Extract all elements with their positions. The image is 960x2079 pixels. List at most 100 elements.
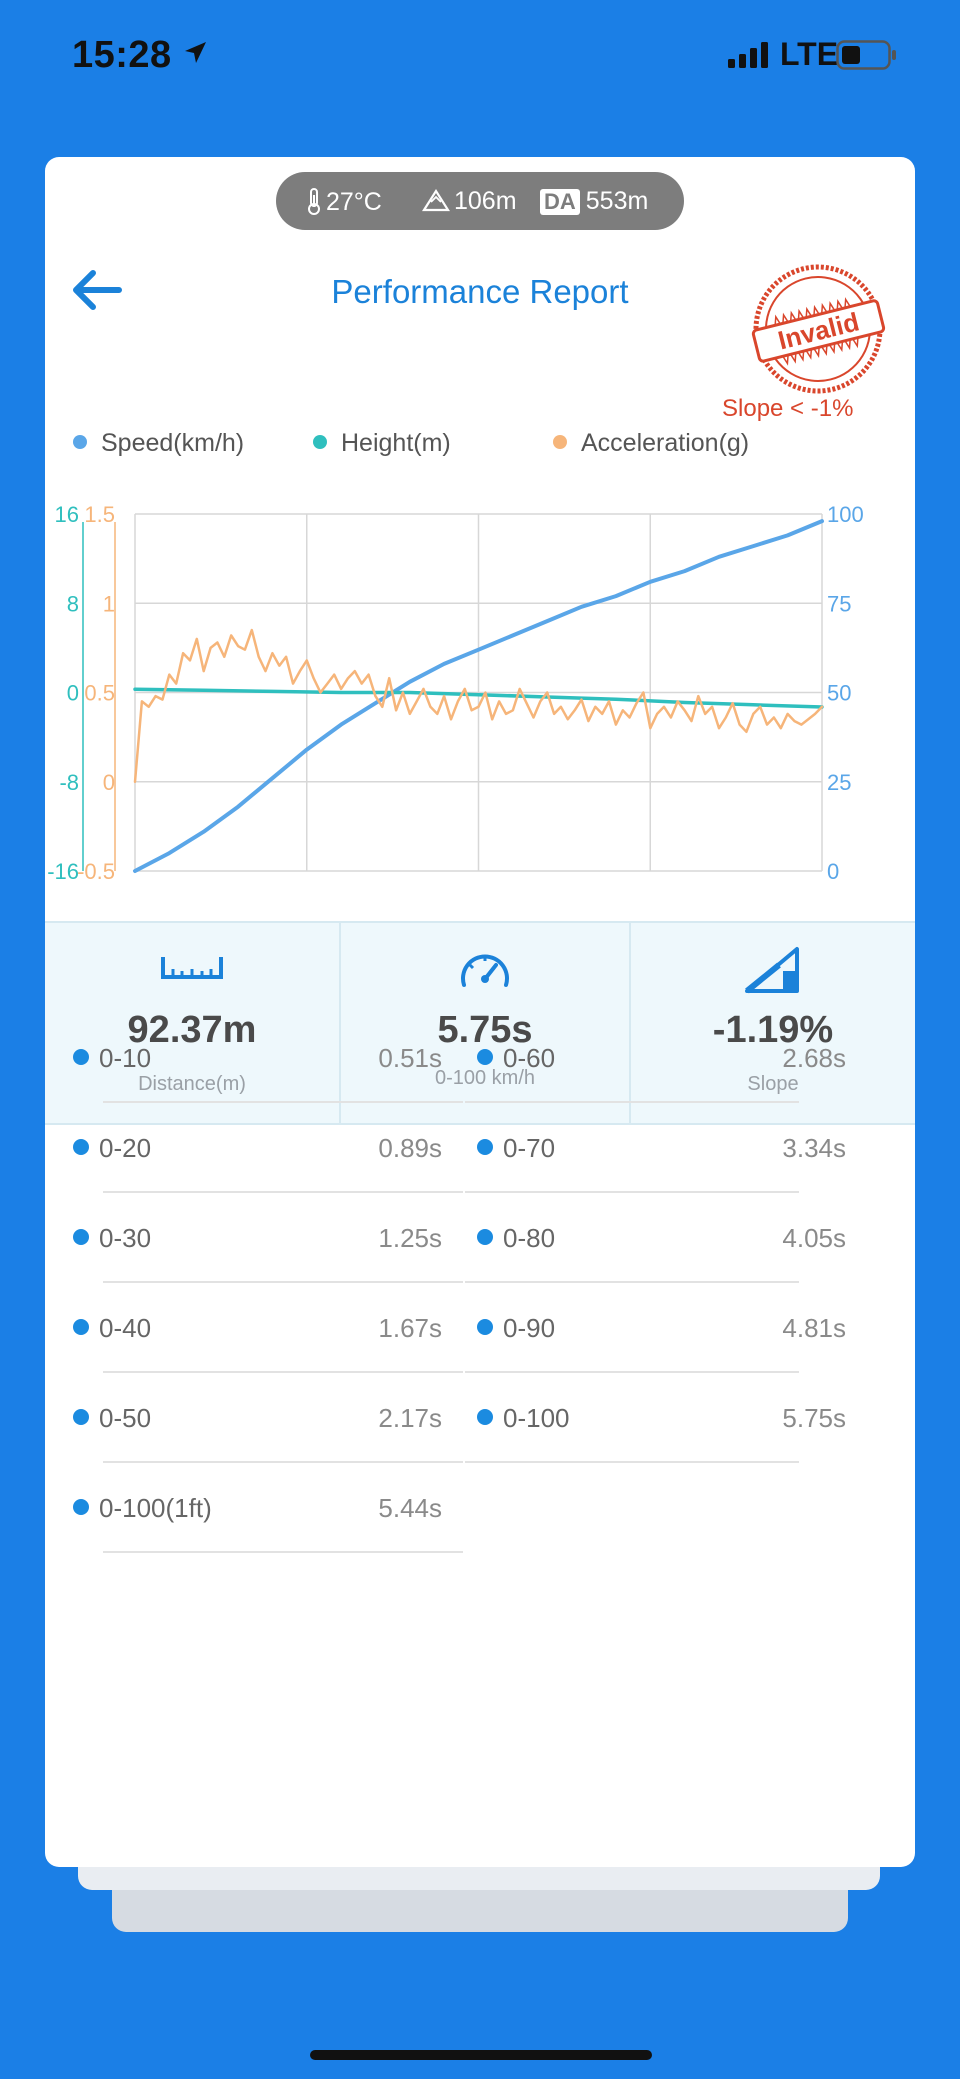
split-range: 0-40 [99,1313,152,1343]
split-time-label: 0-100 [477,1403,570,1434]
split-time-label: 0-50 [73,1403,151,1434]
legend-speed-label: Speed(km/h) [101,429,245,457]
mountain-icon [422,188,450,212]
density-altitude-info: DA 553m [540,187,648,215]
speed-tick-label: 25 [827,770,851,795]
row-divider [465,1191,799,1193]
distance-label: Distance(m) [138,1073,246,1095]
legend-height-dot [313,435,327,449]
speedometer-icon [461,954,509,987]
temperature-value: 27°C [326,188,382,216]
bullet-dot [73,1229,89,1245]
bullet-dot [477,1409,493,1425]
split-range: 0-70 [503,1133,556,1163]
slope-icon [745,947,799,994]
row-divider [465,1281,799,1283]
bullet-dot [477,1319,493,1335]
acceleration-tick-label: -0.5 [77,859,115,884]
split-time-value: 0.51s [378,1043,442,1073]
network-type: LTE [780,36,839,72]
da-badge: DA [540,189,580,215]
back-button[interactable] [67,260,127,320]
acceleration-series-line [133,628,824,784]
bullet-dot [73,1319,89,1335]
split-time-label: 0-100(1ft) [73,1493,212,1524]
speed-series-line [133,519,824,873]
acceleration-tick-label: 0 [103,770,115,795]
zero-to-hundred-value: 5.75s [437,1009,533,1051]
legend-speed-dot [73,435,87,449]
speed-tick-label: 100 [827,502,864,527]
split-time-value: 4.05s [782,1223,846,1253]
height-tick-label: 8 [67,591,79,616]
density-altitude-value: 553m [585,187,649,215]
legend-height-label: Height(m) [341,429,451,457]
split-time-value: 5.75s [782,1403,846,1433]
height-tick-label: 0 [67,681,79,706]
height-tick-label: 16 [55,502,79,527]
acceleration-tick-label: 1.5 [84,502,115,527]
row-divider [103,1371,463,1373]
bullet-dot [477,1049,493,1065]
slope-value: -1.19% [712,1009,834,1051]
stat-slope: -1.19% Slope [631,923,915,1123]
environment-pill: 27°C 106m DA 553m [276,172,684,230]
bullet-dot [477,1229,493,1245]
altitude-info: 106m [422,187,517,215]
slope-label: Slope [747,1073,799,1095]
stat-distance: 92.37m Distance(m) [45,923,341,1123]
split-time-label: 0-70 [477,1133,555,1164]
split-range: 0-100(1ft) [99,1493,212,1523]
report-card: 27°C 106m DA 553m Performance Report Inva… [45,157,915,1867]
legend-height: Height(m) [313,429,451,458]
status-bar: 15:28 LTE [0,0,960,110]
acceleration-tick-label: 0.5 [84,681,115,706]
thermometer-icon [308,188,320,215]
row-divider [103,1281,463,1283]
split-time-value: 5.44s [378,1493,442,1523]
legend-acceleration: Acceleration(g) [553,429,749,458]
cellular-signal-icon [728,42,772,73]
back-arrow-icon [73,270,122,310]
distance-value: 92.37m [127,1009,257,1051]
stat-zero-to-hundred: 5.75s 0-100 km/h [341,923,631,1123]
speed-tick-label: 75 [827,591,851,616]
split-time-value: 1.25s [378,1223,442,1253]
split-time-label: 0-80 [477,1223,555,1254]
bullet-dot [73,1139,89,1155]
row-divider [103,1461,463,1463]
row-divider [465,1371,799,1373]
temperature-info: 27°C [306,187,382,216]
split-time-label: 0-20 [73,1133,151,1164]
acceleration-tick-label: 1 [103,591,115,616]
split-range: 0-20 [99,1133,152,1163]
split-time-value: 4.81s [782,1313,846,1343]
split-time-label: 0-10 [73,1043,151,1074]
split-time-value: 3.34s [782,1133,846,1163]
bullet-dot [73,1499,89,1515]
split-time-label: 0-40 [73,1313,151,1344]
row-divider [103,1101,463,1103]
split-time-label: 0-60 [477,1043,555,1074]
location-arrow-icon [182,40,208,71]
height-tick-label: -16 [47,859,79,884]
split-time-value: 2.17s [378,1403,442,1433]
invalid-stamp: Invalid [751,264,886,394]
bullet-dot [73,1049,89,1065]
ruler-icon [161,957,223,979]
split-time-value: 2.68s [782,1043,846,1073]
split-range: 0-10 [99,1043,152,1073]
split-range: 0-60 [503,1043,556,1073]
split-time-value: 1.67s [378,1313,442,1343]
page-title: Performance Report [331,273,629,310]
height-tick-label: -8 [59,770,79,795]
zero-to-hundred-label: 0-100 km/h [434,1067,536,1089]
status-time: 15:28 [72,34,172,76]
slope-warning: Slope < -1% [722,395,854,422]
speed-tick-label: 0 [827,859,839,884]
legend-speed: Speed(km/h) [73,429,244,458]
row-divider [103,1551,463,1553]
split-range: 0-100 [503,1403,570,1433]
row-divider [465,1461,799,1463]
